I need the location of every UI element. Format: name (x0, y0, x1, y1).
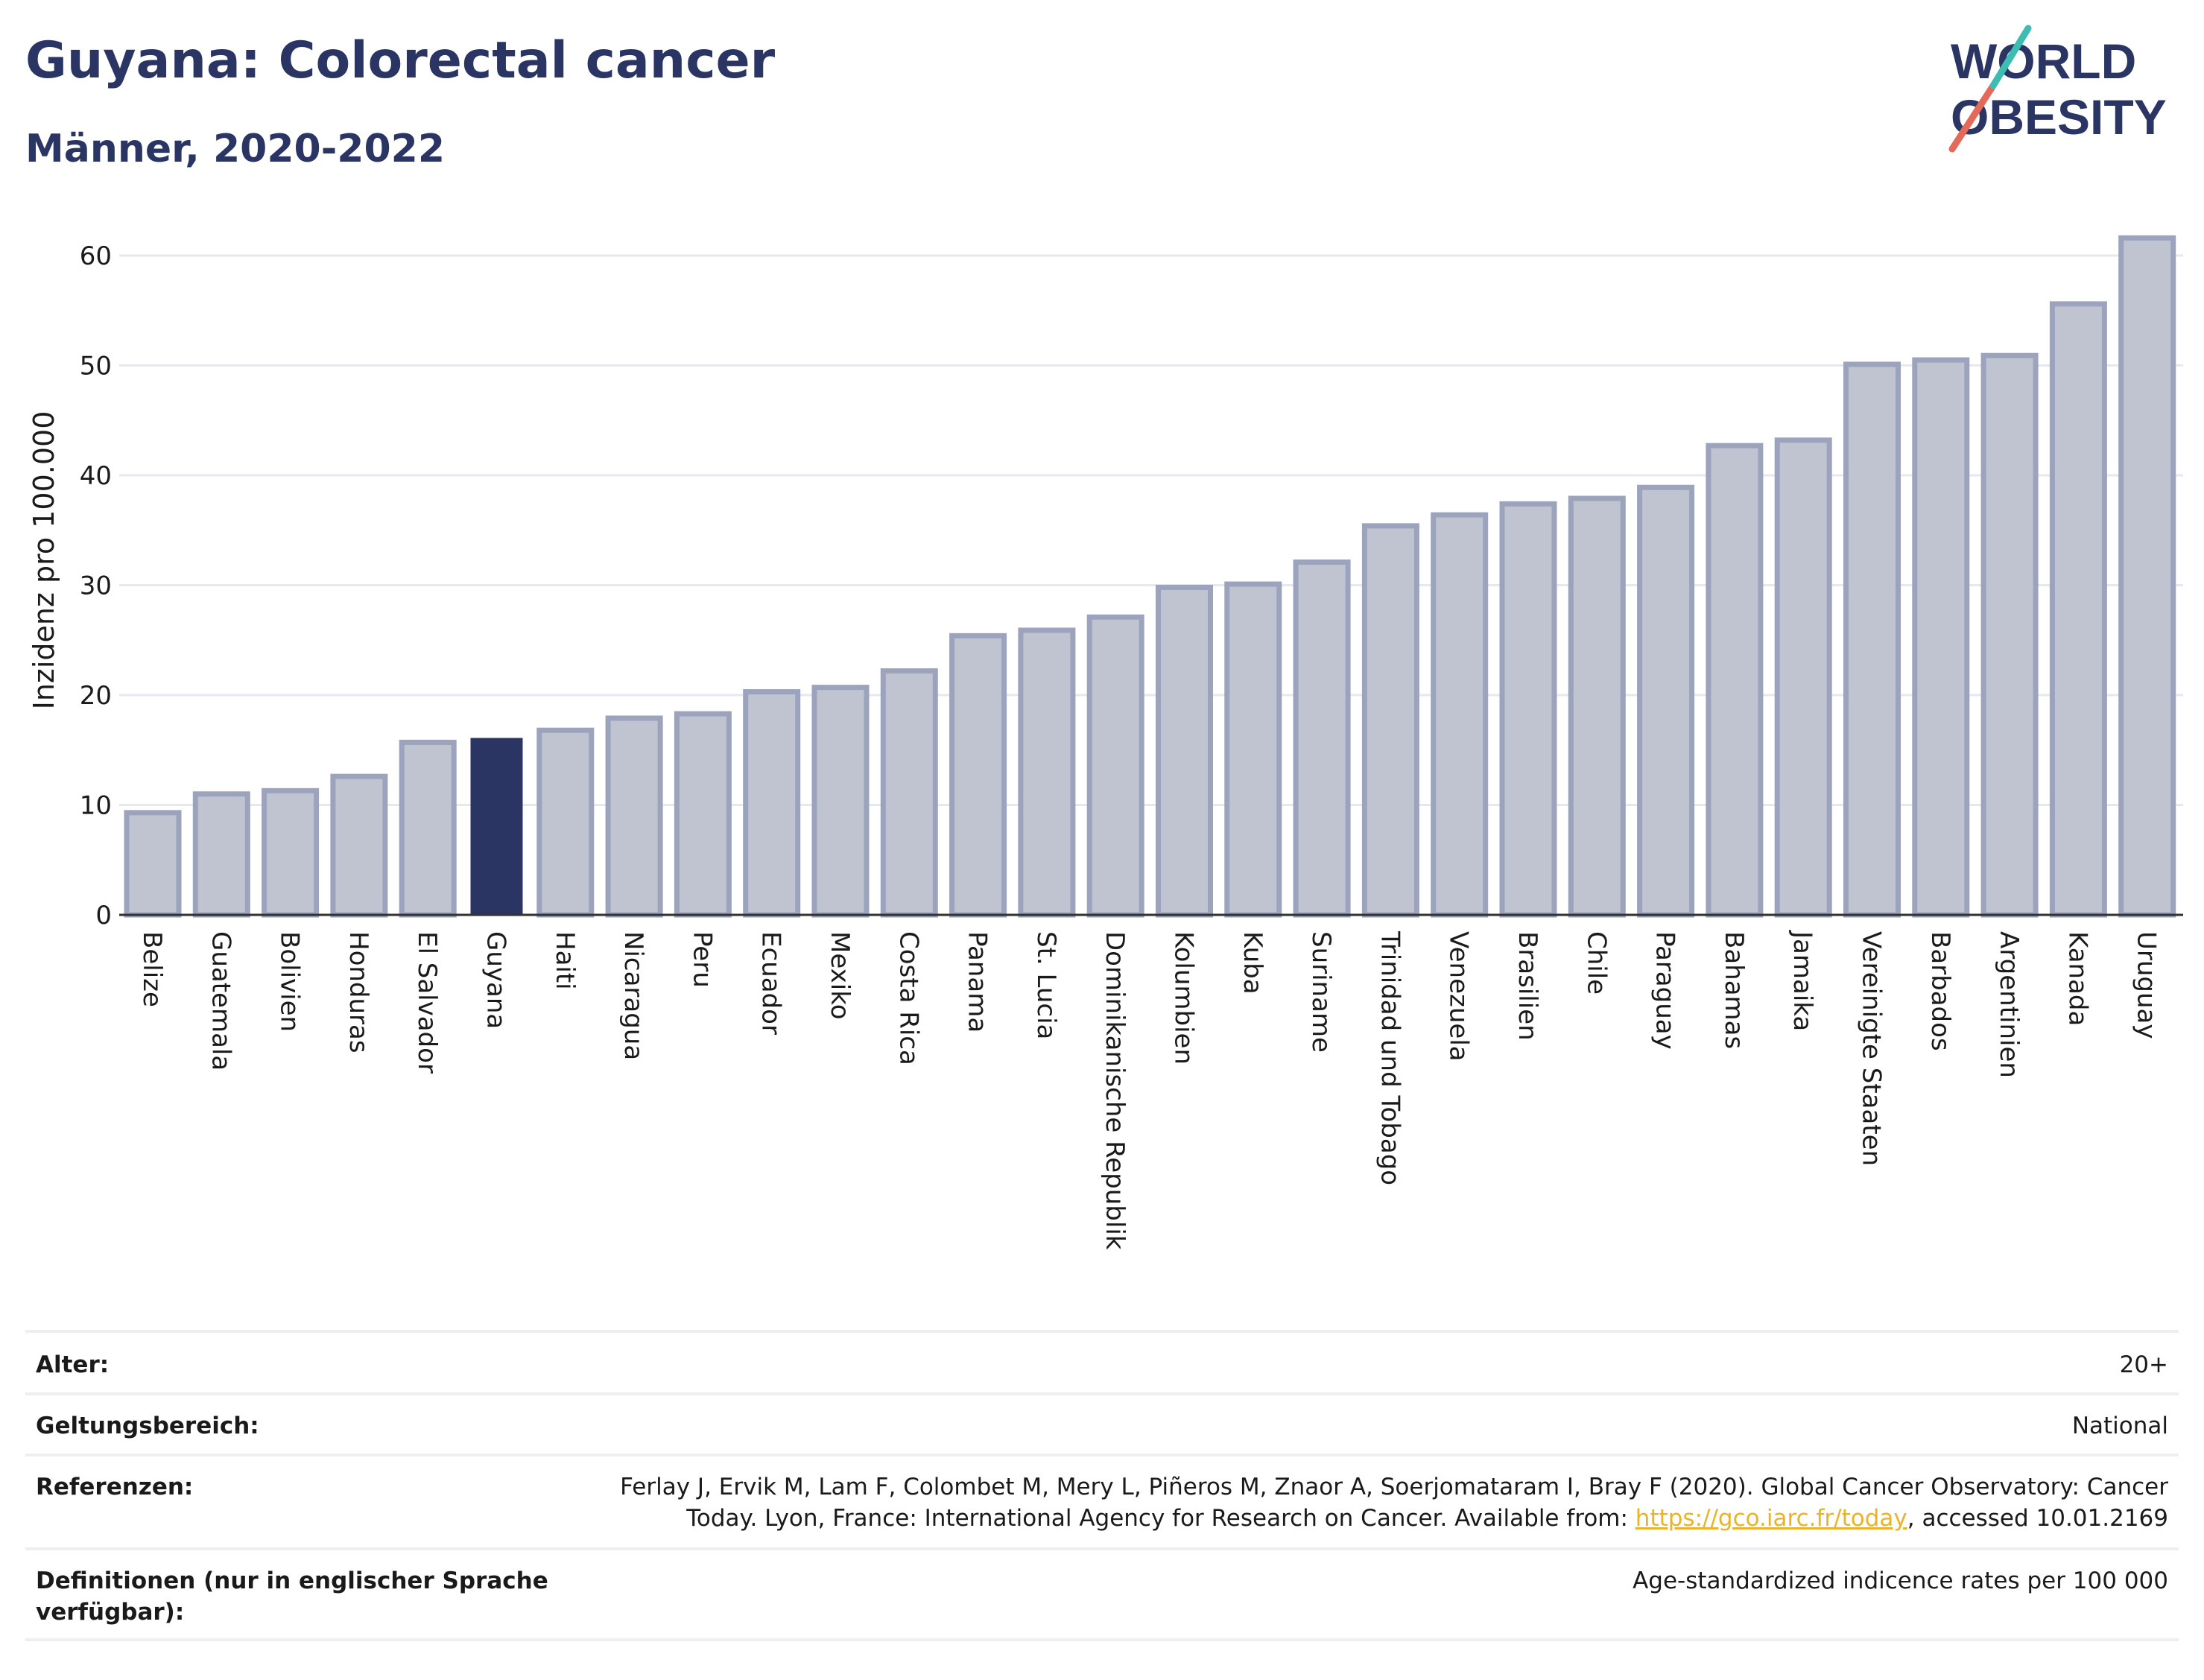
bar-dominikanische-republik[interactable] (1086, 614, 1144, 918)
y-tick-label: 20 (80, 681, 112, 711)
x-tick-label: Argentinien (1994, 931, 2024, 1078)
x-tick-label: El Salvador (412, 931, 442, 1074)
world-obesity-logo[interactable]: WORLD OBESITY (1937, 22, 2191, 160)
reference-link[interactable]: https://gco.iarc.fr/today (1635, 1505, 1907, 1532)
meta-label-references: Referenzen: (36, 1474, 194, 1500)
x-tick-label: Guatemala (206, 931, 235, 1071)
x-tick-label: Peru (687, 931, 717, 988)
bar-nicaragua[interactable] (605, 715, 663, 918)
bar-peru[interactable] (674, 711, 732, 918)
x-tick-label: Honduras (343, 931, 373, 1053)
bar-costa-rica[interactable] (880, 668, 938, 918)
bar-argentinien[interactable] (1980, 352, 2039, 918)
bar-el-salvador[interactable] (399, 739, 457, 918)
x-tick-label: Costa Rica (893, 931, 923, 1065)
meta-row-references: Referenzen: Ferlay J, Ervik M, Lam F, Co… (25, 1454, 2179, 1547)
y-tick-labels: 0 10 20 30 40 50 60 (80, 241, 112, 931)
x-tick-label: Brasilien (1513, 931, 1542, 1041)
bar-panama[interactable] (949, 633, 1007, 918)
x-tick-label: Ecuador (756, 931, 786, 1035)
bar-st-lucia[interactable] (1018, 627, 1076, 918)
x-tick-label: St. Lucia (1031, 931, 1061, 1039)
logo-slash-teal (1989, 25, 2032, 89)
bar-guatemala[interactable] (192, 791, 250, 918)
meta-row-definitions: Definitionen (nur in englischer Sprache … (25, 1547, 2179, 1641)
meta-value-definitions: Age-standardized indicence rates per 100… (1633, 1568, 2168, 1594)
y-axis-label: Inzidenz pro 100.000 (28, 411, 60, 710)
bars (124, 235, 2176, 918)
y-tick-label: 40 (80, 461, 112, 491)
logo-slash-red (1948, 82, 1997, 153)
bar-kanada[interactable] (2049, 301, 2107, 918)
y-tick-label: 30 (80, 571, 112, 601)
grid-lines (119, 254, 2183, 806)
x-tick-label: Jamaika (1787, 930, 1817, 1031)
bar-mexiko[interactable] (811, 685, 870, 918)
bar-belize[interactable] (124, 810, 182, 918)
x-tick-label: Bahamas (1719, 931, 1749, 1049)
bar-brasilien[interactable] (1499, 501, 1557, 918)
bar-guyana[interactable] (470, 738, 523, 915)
x-tick-label: Chile (1581, 931, 1611, 995)
x-tick-label: Mexiko (825, 931, 855, 1020)
x-tick-labels: Belize Guatemala Bolivien Honduras El Salvad… (137, 930, 2162, 1250)
meta-value-scope: National (2071, 1413, 2168, 1439)
bar-bolivien[interactable] (262, 787, 320, 918)
bar-chart: 0 10 20 30 40 50 60 Belize Guatemala Bolivien Hon… (28, 235, 2183, 1250)
bar-haiti[interactable] (536, 727, 595, 918)
x-tick-label: Paraguay (1650, 931, 1680, 1050)
x-tick-label: Haiti (550, 931, 580, 990)
meta-label-scope: Geltungsbereich: (36, 1413, 259, 1439)
meta-row-scope: Geltungsbereich: National (25, 1392, 2179, 1454)
bar-kuba[interactable] (1224, 581, 1282, 918)
bar-suriname[interactable] (1293, 560, 1351, 918)
bar-bahamas[interactable] (1706, 443, 1764, 918)
y-tick-label: 50 (80, 352, 112, 381)
x-tick-label: Nicaragua (618, 931, 648, 1060)
meta-value-age: 20+ (2119, 1351, 2168, 1378)
y-tick-label: 60 (80, 241, 112, 271)
x-tick-label: Barbados (1925, 931, 1955, 1051)
x-tick-label: Trinidad und Tobago (1375, 931, 1405, 1185)
meta-label-age: Alter: (36, 1351, 110, 1378)
x-tick-label: Kanada (2062, 931, 2092, 1026)
x-tick-label: Suriname (1306, 931, 1336, 1053)
bar-jamaika[interactable] (1774, 437, 1832, 918)
bar-uruguay[interactable] (2118, 235, 2176, 918)
bar-barbados[interactable] (1912, 357, 1970, 918)
x-tick-label: Kuba (1238, 931, 1267, 995)
x-tick-label: Bolivien (275, 931, 305, 1032)
meta-value-references: Ferlay J, Ervik M, Lam F, Colombet M, Me… (559, 1471, 2179, 1534)
x-tick-label: Uruguay (2132, 931, 2162, 1039)
bar-ecuador[interactable] (743, 689, 801, 918)
x-tick-label: Panama (963, 931, 992, 1033)
x-tick-label: Belize (137, 931, 167, 1007)
x-tick-label: Guyana (481, 931, 511, 1029)
meta-label-definitions: Definitionen (nur in englischer Sprache … (36, 1568, 548, 1626)
bar-honduras[interactable] (330, 773, 388, 918)
reference-text: Ferlay J, Ervik M, Lam F, Colombet M, Me… (620, 1474, 2168, 1532)
metadata-table: Alter: 20+ Geltungsbereich: National Ref… (25, 1330, 2179, 1641)
bar-vereinigte-staaten[interactable] (1843, 361, 1901, 918)
bar-trinidad-und-tobago[interactable] (1361, 523, 1419, 918)
y-tick-label: 10 (80, 791, 112, 821)
x-tick-label: Venezuela (1444, 931, 1474, 1062)
bar-chile[interactable] (1568, 495, 1626, 918)
chart-subtitle: Männer, 2020-2022 (25, 127, 446, 171)
meta-row-age: Alter: 20+ (25, 1330, 2179, 1392)
x-tick-label: Vereinigte Staaten (1857, 931, 1887, 1166)
bar-venezuela[interactable] (1431, 512, 1489, 918)
reference-accessed: , accessed 10.01.2169 (1907, 1505, 2168, 1532)
bar-kolumbien[interactable] (1156, 584, 1213, 918)
y-tick-label: 0 (95, 901, 112, 931)
bar-paraguay[interactable] (1637, 484, 1695, 918)
x-tick-label: Dominikanische Republik (1100, 931, 1130, 1250)
logo-word-world: WORLD (1951, 34, 2136, 89)
x-tick-label: Kolumbien (1169, 931, 1199, 1065)
chart-title: Guyana: Colorectal cancer (25, 31, 776, 90)
